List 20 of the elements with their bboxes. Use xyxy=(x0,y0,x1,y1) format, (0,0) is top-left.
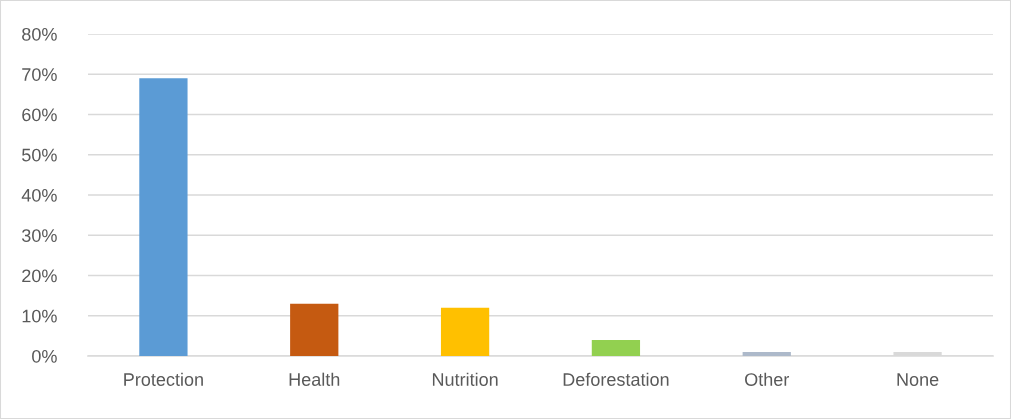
x-tick-label: Nutrition xyxy=(432,372,498,386)
y-tick-label: 70% xyxy=(22,68,57,81)
x-tick-label: Health xyxy=(289,372,340,386)
bar xyxy=(139,78,188,356)
y-tick-label: 20% xyxy=(22,269,57,283)
x-tick-label: Protection xyxy=(124,372,203,386)
y-tick-label: 10% xyxy=(22,309,57,323)
y-tick-label: 30% xyxy=(22,229,57,242)
y-tick-label: 50% xyxy=(22,148,57,162)
bar xyxy=(742,351,791,356)
y-tick-label: 0% xyxy=(32,349,57,363)
x-tick-label: Other xyxy=(745,372,790,386)
bar xyxy=(591,339,641,356)
y-tick-label: 40% xyxy=(21,188,57,202)
bar xyxy=(440,307,490,356)
bar xyxy=(290,303,339,356)
x-tick-label: None xyxy=(897,373,939,386)
y-tick-label: 80% xyxy=(22,27,57,41)
x-tick-label: Deforestation xyxy=(563,372,669,386)
y-tick-label: 60% xyxy=(22,108,57,122)
